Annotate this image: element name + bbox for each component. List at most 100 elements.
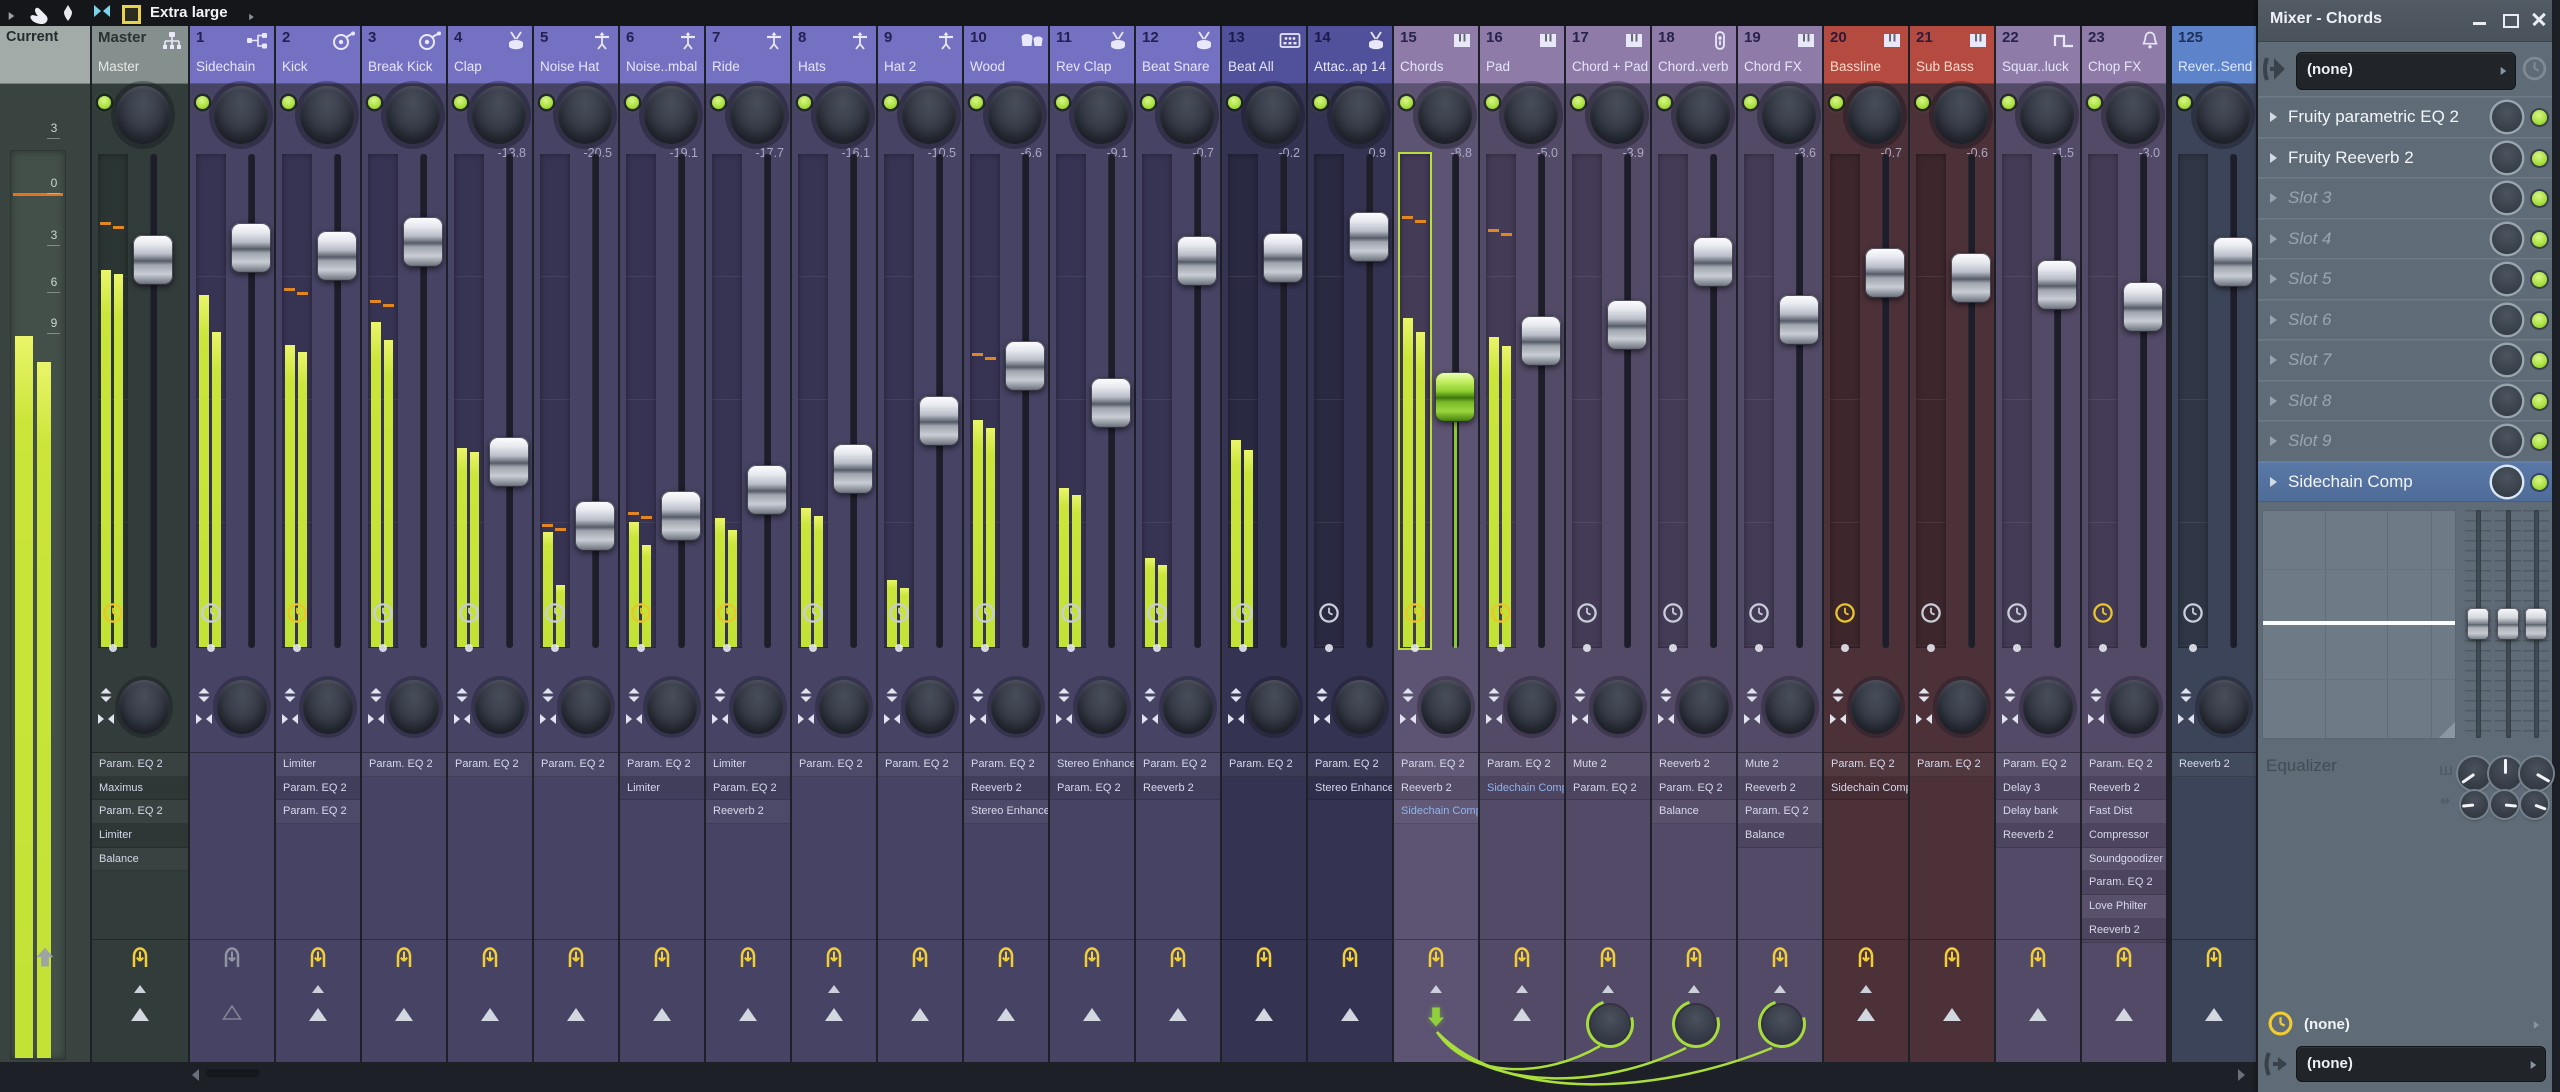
time-value[interactable]: (none) <box>2304 1016 2350 1033</box>
strip-header[interactable]: 11 Rev Clap <box>1050 26 1134 84</box>
pan-knob[interactable] <box>1074 86 1128 144</box>
slot-menu-arrow-icon[interactable] <box>2270 193 2277 203</box>
pan-knob[interactable] <box>902 86 956 144</box>
route-to-master-icon[interactable] <box>1857 1008 1875 1021</box>
plugin-slot[interactable]: Param. EQ 2 <box>92 800 188 825</box>
volume-fader[interactable] <box>1435 372 1475 422</box>
send-arrow-small-icon[interactable] <box>1430 985 1442 993</box>
output-target-dropdown[interactable]: (none) <box>2296 1046 2546 1082</box>
track-enable-led[interactable] <box>2088 96 2101 109</box>
fader-track[interactable] <box>1710 154 1717 648</box>
plugin-slot[interactable]: Limiter <box>92 824 188 848</box>
plugin-delay-clock-icon[interactable] <box>802 602 824 624</box>
pan-knob[interactable] <box>1246 86 1300 144</box>
input-clock-icon[interactable] <box>2521 55 2548 82</box>
fader-track[interactable] <box>1194 154 1201 648</box>
mixer-strip-11[interactable]: 11 Rev Clap -9.1 Stereo Enhancer Param. E… <box>1050 0 1134 1092</box>
mute-dot[interactable] <box>207 644 215 652</box>
mixer-strip-2[interactable]: 2 Kick Limiter Param. EQ 2 Param. EQ 2 <box>276 0 360 1092</box>
pan-knob[interactable] <box>1332 86 1386 144</box>
pan-knob[interactable] <box>2106 86 2160 144</box>
strip-header[interactable]: 125 Rever..Send <box>2172 26 2256 84</box>
detach-icon[interactable] <box>8 8 15 26</box>
stereo-separation-knob[interactable] <box>475 680 525 734</box>
eq-high-freq-knob[interactable] <box>2521 791 2548 818</box>
volume-fader[interactable] <box>2213 237 2253 287</box>
arm-disk-recording-icon[interactable] <box>996 944 1016 971</box>
stereo-separation-knob[interactable] <box>1507 680 1557 734</box>
plugin-slot[interactable]: Mute 2 <box>1738 753 1822 777</box>
track-enable-led[interactable] <box>1400 96 1413 109</box>
stereo-separation-knob[interactable] <box>1937 680 1987 734</box>
effect-slot-2[interactable]: Fruity Reeverb 2 <box>2258 136 2552 179</box>
plugin-delay-clock-icon[interactable] <box>102 602 124 624</box>
plugin-slot[interactable]: Love Philter <box>2082 895 2166 919</box>
mixer-strip-22[interactable]: 22 Squar..luck -1.5 Param. EQ 2 Delay 3 De… <box>1996 0 2080 1092</box>
view-menu-arrow-icon[interactable] <box>248 9 255 27</box>
mute-dot[interactable] <box>293 644 301 652</box>
strip-header[interactable]: 22 Squar..luck <box>1996 26 2080 84</box>
plugin-delay-clock-icon[interactable] <box>1662 602 1684 624</box>
mixer-strip-15[interactable]: 15 Chords -8.8 Param. EQ 2 Reeverb 2 Sidec… <box>1394 0 1478 1092</box>
slot-enable-led[interactable] <box>2532 231 2547 247</box>
plugin-slot[interactable]: Delay 3 <box>1996 776 2080 801</box>
pan-knob[interactable] <box>386 86 440 144</box>
effect-slot-6[interactable]: Slot 6 <box>2258 298 2552 341</box>
scroll-left-icon[interactable] <box>192 1069 199 1081</box>
pan-knob[interactable] <box>1504 86 1558 144</box>
pan-knob[interactable] <box>1590 86 1644 144</box>
plugin-delay-clock-icon[interactable] <box>544 602 566 624</box>
scroll-right-icon[interactable] <box>2238 1069 2245 1081</box>
plugin-slot[interactable]: Param. EQ 2 <box>92 753 188 777</box>
strip-header[interactable]: 14 Attac..ap 14 <box>1308 26 1392 84</box>
plugin-delay-clock-icon[interactable] <box>2006 602 2028 624</box>
arm-disk-recording-icon[interactable] <box>1340 944 1360 971</box>
plugin-slot[interactable]: Param. EQ 2 <box>276 800 360 825</box>
plugin-slot[interactable]: Param. EQ 2 <box>1824 753 1908 777</box>
mute-dot[interactable] <box>379 644 387 652</box>
stereo-separation-knob[interactable] <box>119 680 169 734</box>
send-arrow-small-icon[interactable] <box>1516 985 1528 993</box>
strip-header[interactable]: 18 Chord..verb <box>1652 26 1736 84</box>
arm-disk-recording-icon[interactable] <box>1942 944 1962 971</box>
mute-dot[interactable] <box>1841 644 1849 652</box>
fader-track[interactable] <box>420 154 427 648</box>
route-to-master-icon[interactable] <box>2115 1008 2133 1021</box>
route-up-icon[interactable] <box>35 946 55 968</box>
plugin-slot[interactable]: Param. EQ 2 <box>1652 776 1736 801</box>
fader-track[interactable] <box>678 154 685 648</box>
plugin-delay-clock-icon[interactable] <box>2182 602 2204 624</box>
volume-fader[interactable] <box>2123 282 2163 332</box>
stereo-separation-knob[interactable] <box>2023 680 2073 734</box>
route-to-master-icon[interactable] <box>2029 1008 2047 1021</box>
plugin-slot[interactable]: Param. EQ 2 <box>1136 753 1220 777</box>
route-to-master-icon[interactable] <box>2205 1008 2223 1021</box>
plugin-slot[interactable]: Reeverb 2 <box>2082 918 2166 943</box>
slot-enable-led[interactable] <box>2532 110 2547 125</box>
mixer-strip-7[interactable]: 7 Ride -17.7 Limiter Param. EQ 2 Reeverb 2 <box>706 0 790 1092</box>
volume-fader[interactable] <box>1091 378 1131 428</box>
plugin-slot[interactable]: Param. EQ 2 <box>1738 800 1822 825</box>
mixer-strip-5[interactable]: 5 Noise Hat -20.5 Param. EQ 2 <box>534 0 618 1092</box>
volume-fader[interactable] <box>231 223 271 273</box>
plugin-delay-clock-icon[interactable] <box>888 602 910 624</box>
plugin-slot[interactable]: Param. EQ 2 <box>1308 753 1392 777</box>
slot-mix-knob[interactable] <box>2492 183 2522 213</box>
plugin-delay-clock-icon[interactable] <box>716 602 738 624</box>
strip-header[interactable]: Current <box>0 26 90 84</box>
plugin-slot[interactable]: Sidechain Comp <box>1824 776 1908 801</box>
volume-fader[interactable] <box>1693 237 1733 287</box>
strip-header[interactable]: 4 Clap <box>448 26 532 84</box>
pan-knob[interactable] <box>730 86 784 144</box>
route-to-master-icon[interactable] <box>1083 1008 1101 1021</box>
route-to-master-icon[interactable] <box>1513 1008 1531 1021</box>
mute-dot[interactable] <box>981 644 989 652</box>
arm-disk-recording-icon[interactable] <box>394 944 414 971</box>
eq-mid-gain-knob[interactable] <box>2489 757 2522 790</box>
plugin-delay-clock-icon[interactable] <box>2092 602 2114 624</box>
slot-enable-led[interactable] <box>2532 393 2547 409</box>
pan-knob[interactable] <box>1160 86 1214 144</box>
stereo-separation-knob[interactable] <box>1765 680 1815 734</box>
track-enable-led[interactable] <box>2178 96 2191 109</box>
slot-mix-knob[interactable] <box>2492 223 2522 254</box>
